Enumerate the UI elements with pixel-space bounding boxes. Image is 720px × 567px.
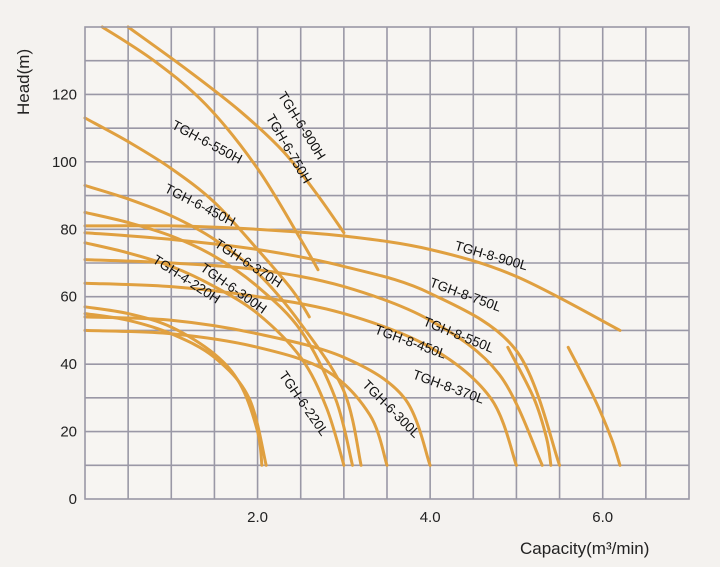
pump-curve <box>83 258 544 467</box>
pump-curve <box>506 345 553 467</box>
pump-curve <box>126 25 346 235</box>
x-tick-label: 2.0 <box>247 509 268 526</box>
x-axis-title: Capacity(m³/min) <box>520 539 649 558</box>
pump-curve <box>83 210 354 467</box>
x-tick-label: 4.0 <box>420 509 441 526</box>
y-tick-label: 80 <box>60 221 77 238</box>
pump-curve <box>83 328 389 467</box>
pump-curve <box>83 184 363 467</box>
pump-curve <box>83 281 518 467</box>
y-tick-label: 40 <box>60 356 77 373</box>
y-tick-label: 100 <box>52 154 77 171</box>
x-tick-labels: 2.0 4.0 6.0 <box>247 509 613 526</box>
x-tick-label: 6.0 <box>592 509 613 526</box>
grid-lines <box>85 27 689 499</box>
y-tick-label: 0 <box>69 491 77 508</box>
pump-curve <box>83 312 268 467</box>
plot-frame <box>84 26 690 500</box>
pump-curve <box>83 224 622 332</box>
y-tick-label: 120 <box>52 86 77 103</box>
pump-curve <box>83 231 562 467</box>
pump-curve <box>83 241 346 467</box>
pump-curve <box>100 25 320 272</box>
pump-curve <box>83 315 432 467</box>
pump-curve <box>83 116 311 319</box>
y-axis-title: Head(m) <box>14 49 33 115</box>
y-tick-labels: 0 20 40 60 80 100 120 <box>52 86 77 508</box>
y-tick-label: 60 <box>60 289 77 306</box>
curves <box>83 25 622 467</box>
pump-curve <box>566 345 622 467</box>
y-tick-label: 20 <box>60 424 77 441</box>
